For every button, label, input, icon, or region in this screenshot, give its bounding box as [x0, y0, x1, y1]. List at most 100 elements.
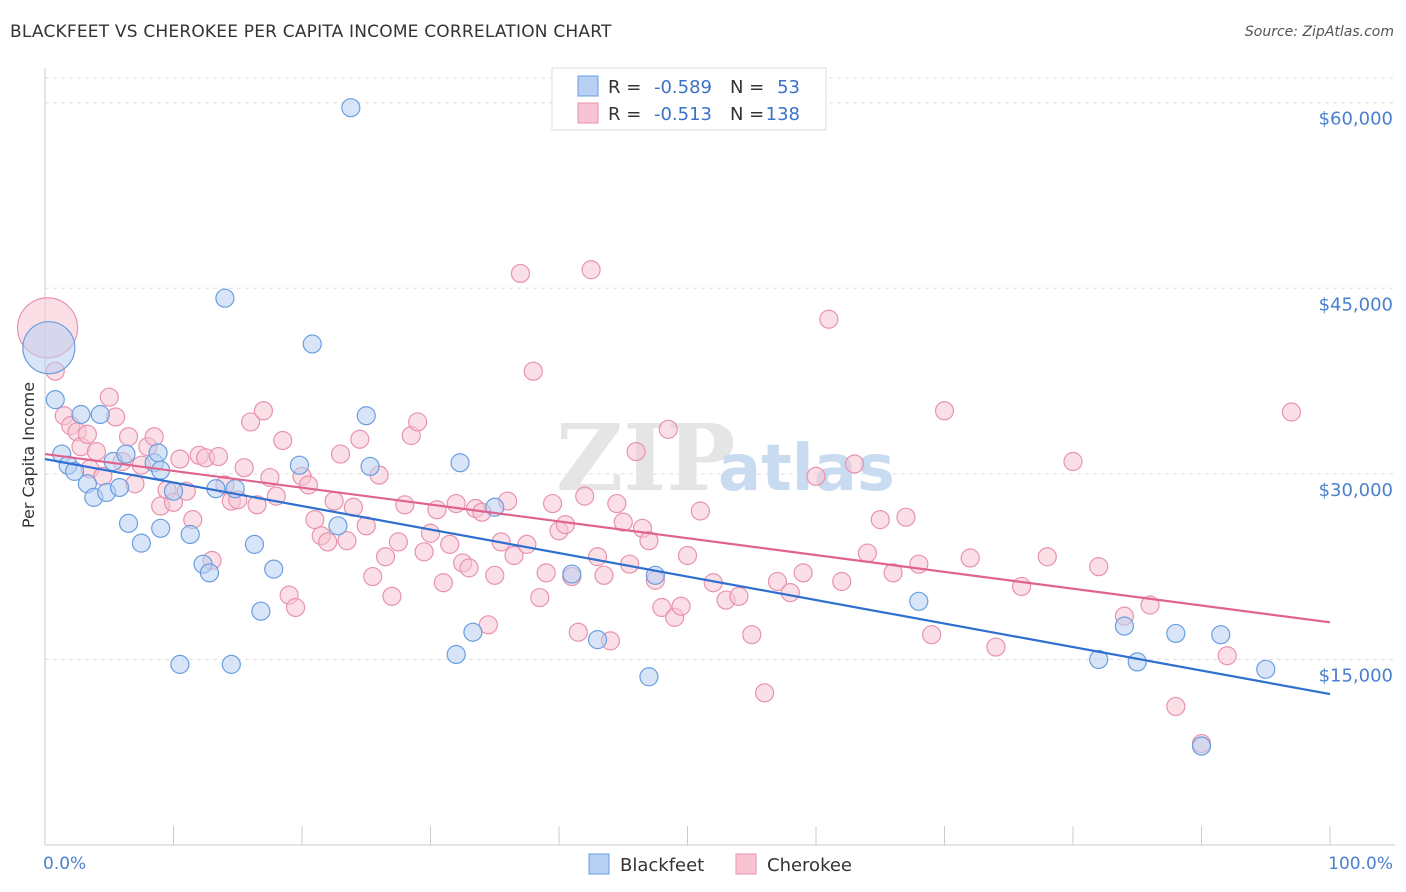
- x-tick-label-1: 100.0%: [1328, 854, 1393, 874]
- legend-n-label-cherokee: N =: [730, 104, 764, 125]
- blackfeet-point-43: [639, 667, 659, 687]
- blackfeet-point-30: [264, 559, 284, 579]
- cherokee-point-110: [806, 466, 826, 486]
- cherokee-point-49: [350, 429, 370, 449]
- bottom-legend-label-cherokee: Cherokee: [767, 855, 852, 876]
- watermark-atlas: atlas: [718, 432, 895, 506]
- cherokee-point-90: [613, 512, 633, 532]
- blackfeet-trend-line: [44, 457, 1331, 696]
- blackfeet-point-50: [1191, 736, 1212, 756]
- cherokee-point-34: [253, 401, 274, 421]
- blackfeet-point-29: [251, 601, 271, 621]
- blackfeet-point-13: [118, 513, 139, 533]
- cherokee-point-41: [298, 475, 319, 495]
- y-tick-label-1: $30,000: [1319, 480, 1393, 501]
- blackfeet-point-19: [163, 481, 184, 501]
- cherokee-point-59: [414, 542, 434, 562]
- cherokee-point-45: [324, 491, 344, 511]
- blackfeet-point-28: [244, 534, 265, 554]
- cherokee-point-109: [793, 563, 813, 583]
- legend-r-value-cherokee: -0.513: [654, 104, 712, 125]
- cherokee-point-116: [883, 563, 903, 583]
- cherokee-point-89: [607, 493, 627, 514]
- cherokee-point-44: [318, 532, 338, 552]
- cherokee-point-108: [780, 583, 800, 603]
- cherokee-point-31: [234, 458, 254, 478]
- cherokee-point-46: [330, 444, 351, 464]
- blackfeet-point-16: [148, 443, 168, 463]
- cherokee-point-76: [523, 361, 543, 381]
- cherokee-point-86: [587, 547, 608, 567]
- legend-n-label-blackfeet: N =: [730, 77, 764, 98]
- cherokee-point-51: [363, 566, 383, 587]
- blackfeet-point-4: [64, 461, 85, 481]
- blackfeet-point-45: [909, 591, 929, 611]
- chart-source: Source: ZipAtlas.com: [1244, 24, 1394, 40]
- legend-n-value-cherokee: 138: [766, 104, 800, 125]
- cherokee-point-37: [273, 430, 293, 451]
- cherokee-point-125: [1063, 451, 1083, 472]
- blackfeet-point-8: [90, 404, 110, 425]
- cherokee-point-8: [86, 442, 107, 462]
- bottom-legend-label-blackfeet: Blackfeet: [620, 855, 704, 876]
- cherokee-point-84: [575, 486, 595, 506]
- cherokee-point-126: [1089, 557, 1109, 577]
- y-tick-labels: $15,000 $30,000 $45,000 $60,000: [1319, 109, 1393, 687]
- cherokee-point-83: [568, 622, 588, 642]
- blackfeet-point-37: [446, 644, 466, 665]
- points-layer: [16, 98, 1302, 756]
- blackfeet-point-20: [170, 654, 190, 674]
- cherokee-point-100: [677, 545, 698, 566]
- blackfeet-point-35: [356, 406, 376, 426]
- cherokee-point-111: [819, 309, 839, 329]
- y-tick-label-3: $60,000: [1319, 109, 1393, 130]
- bottom-legend: Blackfeet Cherokee: [588, 853, 852, 876]
- cherokee-point-21: [170, 449, 190, 469]
- axis-layer: [44, 68, 1395, 846]
- blackfeet-point-33: [328, 516, 348, 536]
- cherokee-point-94: [639, 531, 659, 551]
- cherokee-point-63: [440, 534, 460, 554]
- x-tick-labels: 0.0% 100.0%: [43, 854, 1393, 874]
- blackfeet-point-26: [221, 654, 241, 674]
- cherokee-point-120: [934, 401, 955, 421]
- cherokee-point-101: [690, 501, 710, 521]
- blackfeet-point-11: [109, 477, 130, 498]
- cherokee-point-129: [1166, 696, 1186, 717]
- cherokee-point-124: [1037, 547, 1057, 567]
- cherokee-point-32: [241, 412, 261, 432]
- cherokee-point-113: [844, 454, 865, 474]
- cherokee-point-42: [305, 510, 325, 530]
- cherokee-point-6: [77, 424, 98, 444]
- trend-layer: [44, 452, 1331, 696]
- cherokee-point-96: [652, 597, 672, 618]
- cherokee-point-107: [767, 571, 788, 592]
- cherokee-point-122: [986, 637, 1006, 657]
- blackfeet-point-47: [1114, 616, 1135, 636]
- blackfeet-point-5: [71, 404, 91, 425]
- cherokee-point-114: [857, 543, 878, 563]
- bottom-legend-swatch-cherokee: [735, 853, 757, 875]
- cherokee-point-105: [742, 625, 762, 645]
- grid-layer: [45, 77, 1395, 660]
- cherokee-point-118: [909, 554, 929, 574]
- blackfeet-point-0: [22, 321, 76, 375]
- blackfeet-point-21: [180, 524, 200, 545]
- blackfeet-point-39: [463, 622, 483, 642]
- blackfeet-point-31: [289, 455, 310, 475]
- cherokee-point-13: [118, 427, 139, 447]
- blackfeet-point-49: [1166, 623, 1186, 644]
- blackfeet-point-38: [450, 453, 470, 473]
- cherokee-point-119: [922, 625, 942, 645]
- blackfeet-point-36: [360, 456, 380, 477]
- cherokee-trend-line: [44, 452, 1331, 624]
- cherokee-point-60: [420, 523, 441, 543]
- cherokee-point-78: [536, 563, 556, 583]
- cherokee-point-27: [208, 446, 229, 467]
- blackfeet-point-52: [1256, 659, 1276, 679]
- cherokee-point-132: [1281, 402, 1302, 422]
- blackfeet-point-18: [151, 518, 171, 538]
- cherokee-point-54: [382, 586, 402, 606]
- cherokee-point-77: [530, 587, 550, 608]
